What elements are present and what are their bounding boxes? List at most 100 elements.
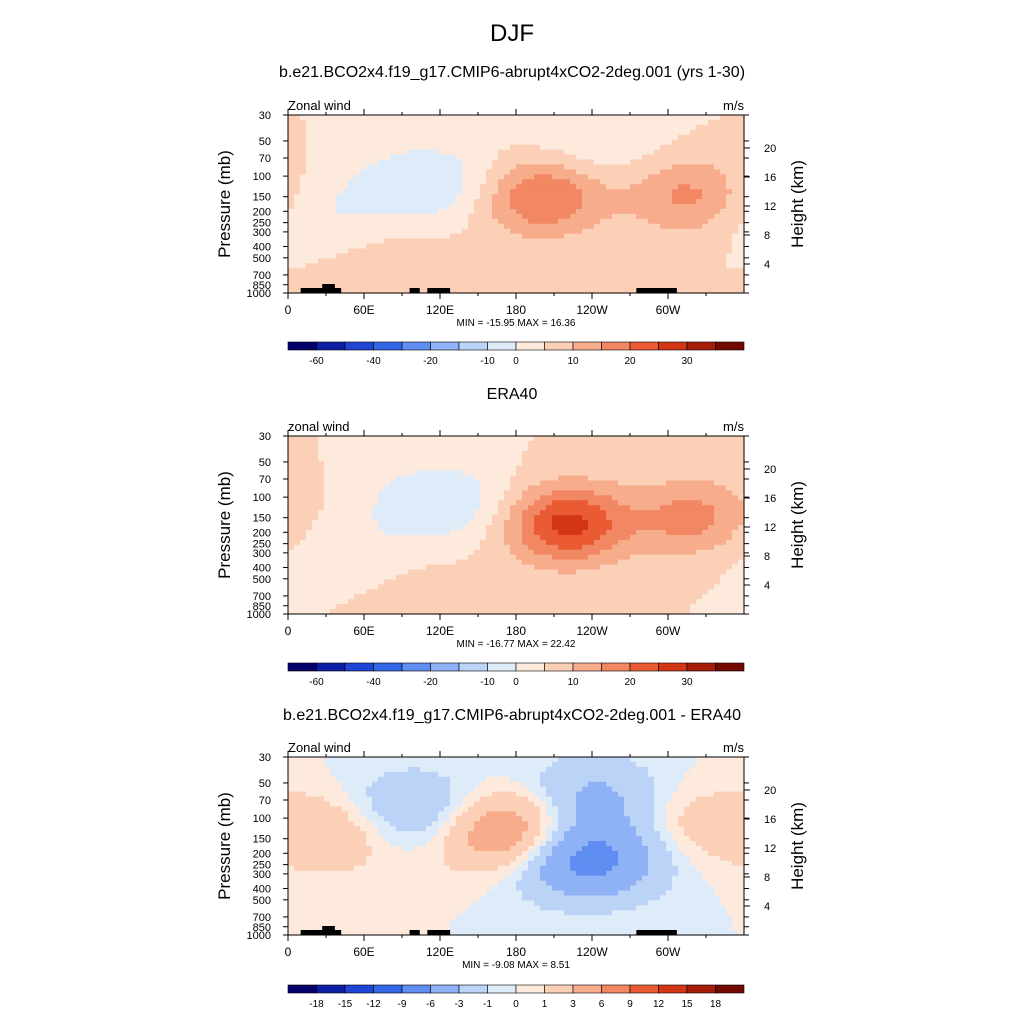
field-cell (318, 525, 325, 531)
field-cell (504, 213, 511, 220)
field-cell (600, 124, 607, 131)
field-cell (720, 189, 727, 195)
field-cell (312, 480, 319, 487)
field-cell (324, 544, 331, 551)
field-cell (426, 445, 433, 452)
field-cell (480, 559, 487, 566)
field-cell (324, 534, 331, 541)
field-cell (624, 445, 631, 452)
field-cell (510, 534, 517, 541)
field-cell (384, 525, 391, 531)
field-cell (528, 174, 535, 180)
field-cell (420, 505, 427, 511)
field-cell (696, 534, 703, 541)
field-cell (612, 189, 619, 195)
field-cell (684, 559, 691, 566)
field-cell (684, 149, 691, 156)
field-cell (726, 273, 733, 279)
field-cell (738, 436, 745, 442)
field-cell (552, 223, 559, 230)
field-cell (714, 515, 721, 521)
field-cell (384, 119, 391, 126)
field-cell (618, 534, 625, 541)
field-cell (708, 253, 715, 259)
field-cell (666, 283, 673, 289)
field-cell (672, 500, 679, 506)
field-cell (378, 243, 385, 250)
field-cell (564, 465, 571, 472)
field-cell (690, 144, 697, 151)
field-cell (402, 445, 409, 452)
field-cell (342, 124, 349, 131)
field-cell (456, 184, 463, 190)
field-cell (426, 149, 433, 156)
field-cell (714, 204, 721, 210)
field-cell (486, 529, 493, 536)
field-cell (366, 208, 373, 215)
field-cell (372, 184, 379, 190)
field-cell (624, 480, 631, 487)
field-cell (432, 119, 439, 126)
field-cell (294, 283, 301, 289)
field-cell (342, 445, 349, 452)
field-cell (540, 485, 547, 491)
field-cell (630, 520, 637, 526)
field-cell (732, 159, 739, 166)
field-cell (306, 515, 313, 521)
field-cell (462, 569, 469, 576)
field-cell (576, 278, 583, 284)
field-cell (660, 495, 667, 501)
field-cell (624, 194, 631, 200)
topography-block (636, 288, 677, 293)
field-cell (600, 139, 607, 146)
field-cell (420, 144, 427, 151)
field-cell (534, 208, 541, 215)
field-cell (306, 505, 313, 511)
field-cell (636, 455, 643, 462)
field-cell (390, 450, 397, 457)
field-cell (678, 475, 685, 482)
field-cell (294, 574, 301, 580)
field-cell (564, 278, 571, 284)
field-cell (678, 569, 685, 576)
field-cell (606, 485, 613, 491)
field-cell (600, 485, 607, 491)
field-cell (732, 263, 739, 269)
field-cell (480, 470, 487, 477)
field-cell (390, 243, 397, 250)
field-cell (360, 515, 367, 521)
field-cell (732, 199, 739, 205)
field-cell (690, 564, 697, 571)
field-cell (690, 129, 697, 136)
field-cell (576, 194, 583, 200)
field-cell (576, 510, 583, 516)
field-cell (666, 495, 673, 501)
field-cell (720, 475, 727, 482)
field-cell (528, 475, 535, 482)
field-cell (426, 554, 433, 561)
field-cell (306, 159, 313, 166)
field-cell (570, 179, 577, 185)
field-cell (594, 223, 601, 230)
field-cell (558, 223, 565, 230)
field-cell (426, 465, 433, 472)
field-cell (654, 213, 661, 220)
field-cell (522, 268, 529, 274)
field-cell (342, 223, 349, 230)
field-cell (726, 450, 733, 457)
field-cell (324, 505, 331, 511)
field-cell (642, 184, 649, 190)
field-cell (636, 539, 643, 546)
field-cell (300, 490, 307, 496)
field-cell (498, 465, 505, 472)
field-cell (462, 470, 469, 477)
field-cell (630, 238, 637, 245)
field-cell (300, 159, 307, 166)
field-cell (372, 559, 379, 566)
field-cell (306, 238, 313, 245)
field-cell (492, 554, 499, 561)
field-cell (504, 238, 511, 245)
field-cell (324, 564, 331, 571)
field-cell (516, 218, 523, 225)
field-cell (348, 288, 355, 294)
